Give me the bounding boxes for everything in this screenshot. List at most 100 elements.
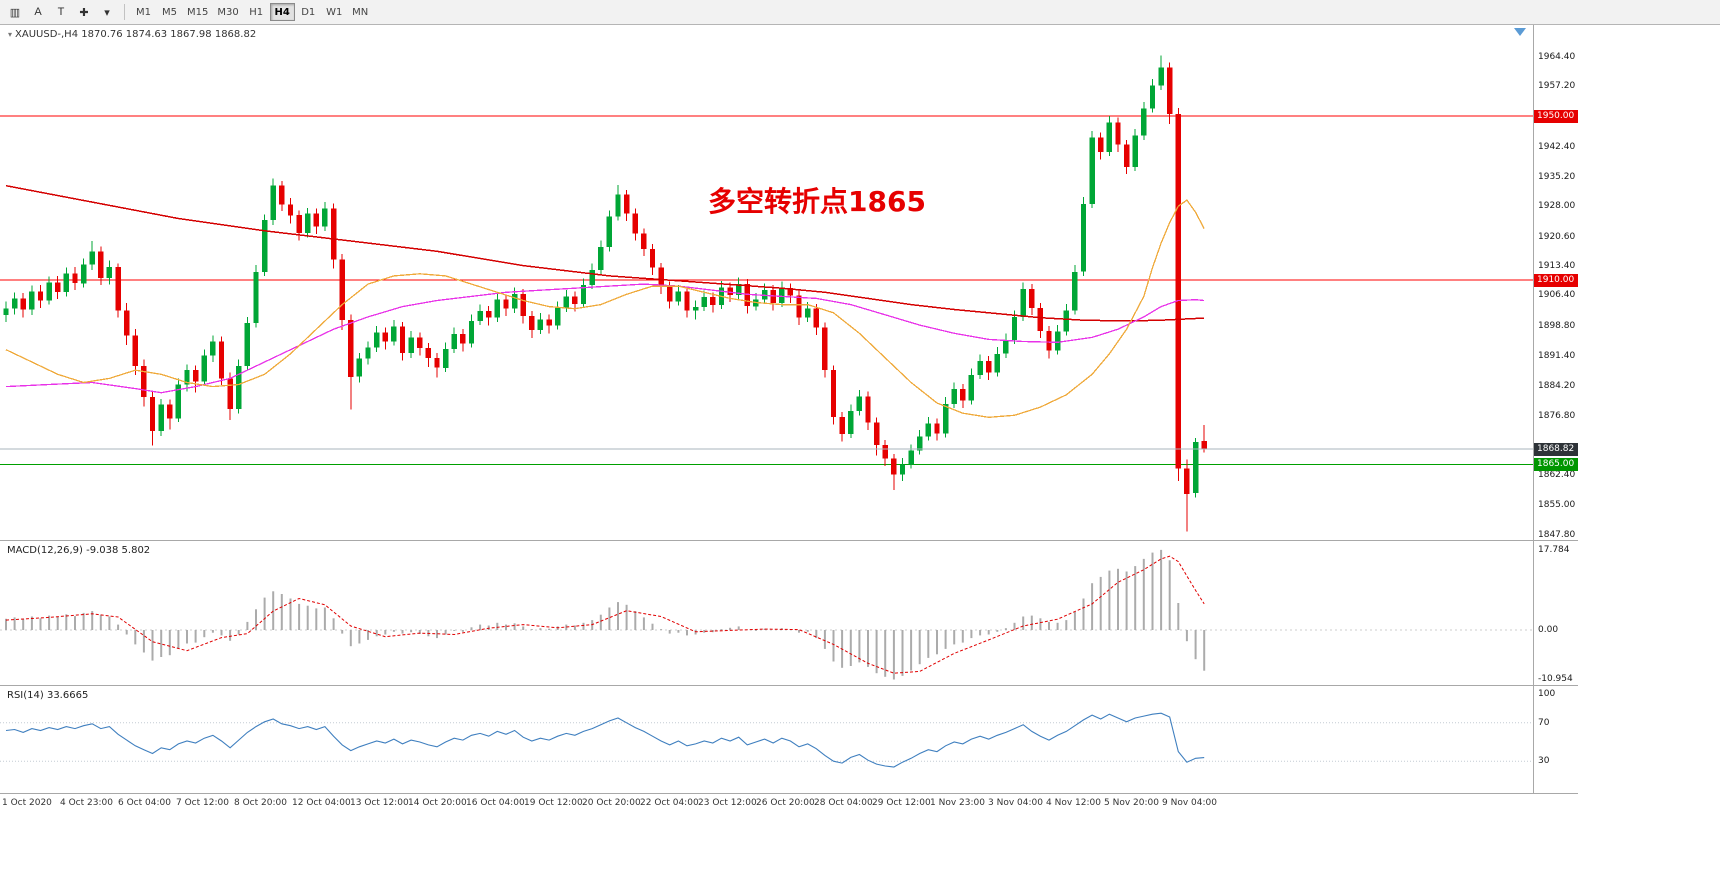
price-tick: 1876.80 <box>1538 411 1576 421</box>
rsi-axis-tick: 70 <box>1538 718 1550 728</box>
candle <box>796 295 802 318</box>
time-label: 5 Nov 20:00 <box>1104 798 1159 808</box>
candle <box>218 341 225 379</box>
candle <box>925 423 931 437</box>
draw-tool-dropdown-icon[interactable]: ▾ <box>96 3 118 22</box>
candle <box>1141 108 1147 136</box>
timeframe-w1-button[interactable]: W1 <box>322 3 347 21</box>
candle <box>606 216 613 248</box>
candle <box>692 307 699 311</box>
macd-canvas[interactable] <box>0 541 1533 685</box>
time-label: 4 Oct 23:00 <box>60 798 113 808</box>
candle <box>253 271 259 323</box>
candle <box>1098 137 1104 153</box>
candle <box>20 298 26 310</box>
draw-tool-icon[interactable]: ✚ <box>73 3 95 22</box>
candle <box>658 267 664 287</box>
price-tick: 1862.40 <box>1538 470 1576 480</box>
time-label: 7 Oct 12:00 <box>176 798 229 808</box>
time-label: 19 Oct 12:00 <box>524 798 583 808</box>
candle <box>623 194 630 214</box>
time-label: 8 Oct 20:00 <box>234 798 287 808</box>
candle <box>865 396 871 423</box>
scroll-shift-icon[interactable] <box>1514 28 1526 36</box>
candle <box>830 370 837 417</box>
rsi-canvas[interactable] <box>0 686 1533 793</box>
time-axis[interactable]: 1 Oct 2020 4 Oct 23:00 6 Oct 04:00 7 Oct 12… <box>0 795 1578 812</box>
candle <box>279 185 285 205</box>
candle <box>141 366 147 397</box>
chart-title: ▾ XAUUSD-,H4 1870.76 1874.63 1867.98 1868… <box>8 29 256 40</box>
price-tick: 1884.20 <box>1538 381 1576 391</box>
candle <box>761 289 768 300</box>
candle <box>537 319 544 330</box>
candle <box>460 334 466 344</box>
candle <box>434 357 440 368</box>
candle <box>822 327 828 371</box>
candle <box>261 220 268 272</box>
timeframe-h4-button[interactable]: H4 <box>269 3 295 21</box>
candle <box>572 296 578 304</box>
candle <box>1020 289 1026 317</box>
time-label: 6 Oct 04:00 <box>118 798 171 808</box>
candle <box>486 311 492 318</box>
candle <box>98 251 104 278</box>
text-tool-a[interactable]: A <box>27 3 49 22</box>
timeframe-mn-button[interactable]: MN <box>348 3 373 21</box>
candle <box>1132 135 1138 167</box>
timeframe-m30-button[interactable]: M30 <box>213 3 242 21</box>
chart-title-text: XAUUSD-,H4 1870.76 1874.63 1867.98 1868.… <box>15 29 257 40</box>
price-tag-1865.00: 1865.00 <box>1534 458 1579 471</box>
candle <box>779 288 785 303</box>
timeframe-m15-button[interactable]: M15 <box>183 3 212 21</box>
candle <box>736 284 742 295</box>
candle <box>330 208 337 260</box>
time-label: 9 Nov 04:00 <box>1162 798 1217 808</box>
timeframe-m1-button[interactable]: M1 <box>131 3 156 21</box>
price-tick: 1928.00 <box>1538 201 1576 211</box>
price-axis[interactable]: 1964.40 1957.20 1942.40 1935.20 1928.00 1920.… <box>1534 0 1604 812</box>
candle <box>994 353 1000 373</box>
candle <box>563 296 569 308</box>
price-tick: 1964.40 <box>1538 52 1576 62</box>
candle <box>296 215 302 233</box>
candle <box>701 297 707 307</box>
candle <box>1149 85 1156 109</box>
panel-separator[interactable] <box>0 685 1578 686</box>
candle <box>839 416 845 435</box>
candle <box>132 335 138 366</box>
rsi-axis-tick: 100 <box>1538 689 1556 699</box>
price-tick: 1957.20 <box>1538 81 1576 91</box>
timeframe-h1-button[interactable]: H1 <box>244 3 269 21</box>
price-chart-canvas[interactable] <box>0 25 1533 540</box>
bar-chart-icon[interactable]: ▥ <box>4 3 26 22</box>
candle <box>192 370 199 382</box>
candle <box>1106 122 1113 153</box>
candle <box>442 348 449 368</box>
candle <box>115 266 121 311</box>
time-label: 4 Nov 12:00 <box>1046 798 1101 808</box>
timeframe-d1-button[interactable]: D1 <box>296 3 321 21</box>
candle <box>882 444 888 459</box>
time-label: 28 Oct 04:00 <box>814 798 873 808</box>
candle <box>899 464 906 475</box>
candle <box>3 308 9 315</box>
price-tag-1868.82: 1868.82 <box>1534 443 1579 456</box>
rsi-axis-tick: 30 <box>1538 756 1550 766</box>
candle <box>1201 440 1207 449</box>
candle <box>451 334 457 349</box>
candle <box>546 319 552 326</box>
candle <box>529 316 535 330</box>
timeframe-m5-button[interactable]: M5 <box>157 3 182 21</box>
panel-separator[interactable] <box>0 540 1578 541</box>
candle <box>89 251 95 265</box>
candle <box>503 299 509 309</box>
time-label: 26 Oct 20:00 <box>756 798 815 808</box>
text-tool-t[interactable]: T <box>50 3 72 22</box>
candle <box>399 326 406 353</box>
candle <box>29 291 35 310</box>
candle <box>201 355 207 382</box>
chart-dropdown-icon[interactable]: ▾ <box>8 30 13 39</box>
candle <box>917 436 923 451</box>
